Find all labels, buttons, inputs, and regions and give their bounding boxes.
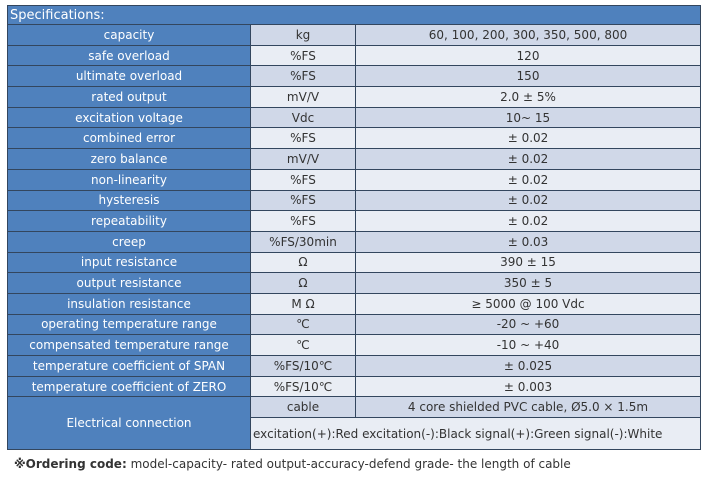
unit-cell: kg [250, 24, 356, 46]
table-row: rated output mV/V 2.0 ± 5% [7, 86, 701, 108]
param-label: input resistance [7, 251, 251, 274]
table-row: safe overload %FS 120 [7, 44, 701, 67]
value-cell: 10~ 15 [355, 106, 701, 129]
electrical-row: Electrical connection cable 4 core shielde… [7, 396, 701, 451]
unit-cell: mV/V [250, 148, 356, 170]
unit-cell: Ω [250, 272, 356, 294]
ordering-code-text: model-capacity- rated output-accuracy-de… [126, 457, 571, 471]
table-row: capacity kg 60, 100, 200, 300, 350, 500, 8… [7, 24, 701, 46]
unit-cell: %FS [250, 189, 356, 212]
param-label: repeatability [7, 210, 251, 232]
table-row: compensated temperature range ℃ -10 ~ +40 [7, 334, 701, 356]
cable-value: 4 core shielded PVC cable, Ø5.0 × 1.5m [355, 396, 701, 419]
table-header: Specifications: [7, 5, 701, 25]
unit-cell: %FS [250, 127, 356, 150]
value-cell: 60, 100, 200, 300, 350, 500, 800 [355, 24, 701, 46]
unit-cell: ℃ [250, 313, 356, 336]
value-cell: ± 0.02 [355, 189, 701, 212]
table-row: input resistance Ω 390 ± 15 [7, 251, 701, 274]
table-row: output resistance Ω 350 ± 5 [7, 272, 701, 294]
value-cell: 350 ± 5 [355, 272, 701, 294]
unit-cell: ℃ [250, 334, 356, 356]
table-row: hysteresis %FS ± 0.02 [7, 189, 701, 212]
param-label: compensated temperature range [7, 334, 251, 356]
specifications-table: Specifications: capacity kg 60, 100, 200, … [7, 5, 701, 451]
unit-cell: Ω [250, 251, 356, 274]
table-row: excitation voltage Vdc 10~ 15 [7, 106, 701, 129]
ordering-code-label: ※Ordering code: [14, 457, 127, 471]
table-row: zero balance mV/V ± 0.02 [7, 148, 701, 170]
value-cell: ± 0.003 [355, 375, 701, 398]
unit-cell: %FS [250, 44, 356, 67]
wiring-colors: excitation(+):Red excitation(-):Black si… [250, 417, 701, 451]
param-label: ultimate overload [7, 65, 251, 88]
table-row: combined error %FS ± 0.02 [7, 127, 701, 150]
value-cell: ≥ 5000 @ 100 Vdc [355, 292, 701, 315]
table-row: operating temperature range ℃ -20 ~ +60 [7, 313, 701, 336]
param-label: insulation resistance [7, 292, 251, 315]
wiring-row: excitation(+):Red excitation(-):Black si… [8, 417, 701, 451]
table-row: repeatability %FS ± 0.02 [7, 210, 701, 232]
value-cell: ± 0.02 [355, 127, 701, 150]
param-label: temperature coefficient of SPAN [7, 355, 251, 377]
electrical-connection-label: Electrical connection [7, 396, 251, 451]
value-cell: ± 0.025 [355, 355, 701, 377]
param-label: safe overload [7, 44, 251, 67]
param-label: hysteresis [7, 189, 251, 212]
unit-cell: %FS [250, 210, 356, 232]
value-cell: ± 0.03 [355, 230, 701, 253]
param-label: output resistance [7, 272, 251, 294]
value-cell: 390 ± 15 [355, 251, 701, 274]
param-label: creep [7, 230, 251, 253]
unit-cell: Vdc [250, 106, 356, 129]
value-cell: 150 [355, 65, 701, 88]
param-label: excitation voltage [7, 106, 251, 129]
value-cell: ± 0.02 [355, 168, 701, 191]
value-cell: ± 0.02 [355, 148, 701, 170]
param-label: non-linearity [7, 168, 251, 191]
param-label: operating temperature range [7, 313, 251, 336]
value-cell: -10 ~ +40 [355, 334, 701, 356]
param-label: temperature coefficient of ZERO [7, 375, 251, 398]
cable-unit: cable [250, 396, 356, 419]
param-label: rated output [7, 86, 251, 108]
param-label: capacity [7, 24, 251, 46]
table-row: non-linearity %FS ± 0.02 [7, 168, 701, 191]
table-row: temperature coefficient of ZERO %FS/10℃ ± … [7, 375, 701, 398]
unit-cell: %FS/10℃ [250, 355, 356, 377]
unit-cell: %FS/30min [250, 230, 356, 253]
unit-cell: M Ω [250, 292, 356, 315]
unit-cell: %FS [250, 168, 356, 191]
value-cell: -20 ~ +60 [355, 313, 701, 336]
table-row: creep %FS/30min ± 0.03 [7, 230, 701, 253]
unit-cell: %FS/10℃ [250, 375, 356, 398]
unit-cell: %FS [250, 65, 356, 88]
param-label: zero balance [7, 148, 251, 170]
param-label: combined error [7, 127, 251, 150]
table-row: insulation resistance M Ω ≥ 5000 @ 100 Vdc [7, 292, 701, 315]
value-cell: 2.0 ± 5% [355, 86, 701, 108]
ordering-code-note: ※Ordering code: model-capacity- rated ou… [14, 457, 571, 471]
unit-cell: mV/V [250, 86, 356, 108]
table-row: temperature coefficient of SPAN %FS/10℃ ± … [7, 355, 701, 377]
value-cell: 120 [355, 44, 701, 67]
value-cell: ± 0.02 [355, 210, 701, 232]
table-row: ultimate overload %FS 150 [7, 65, 701, 88]
